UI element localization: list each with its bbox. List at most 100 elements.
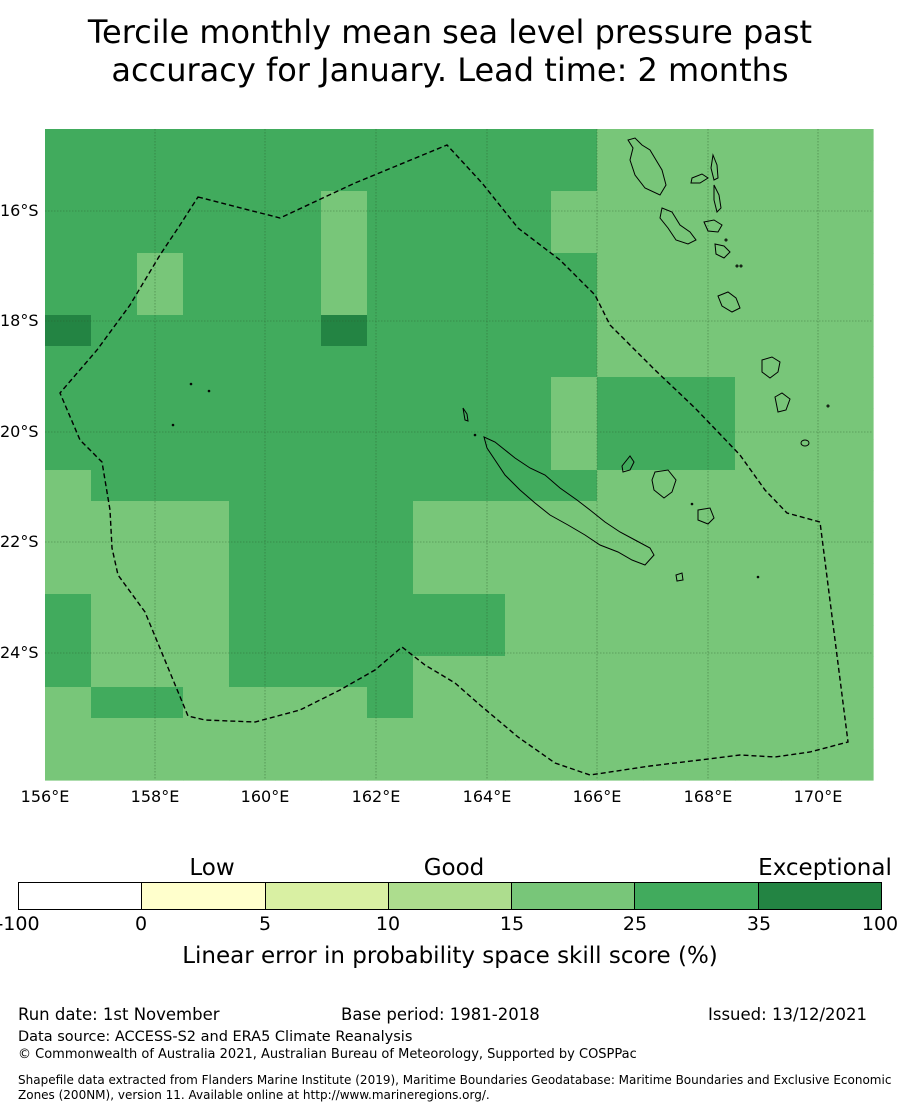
grid-cell <box>643 222 690 254</box>
grid-cell <box>689 563 736 595</box>
grid-cell <box>689 408 736 440</box>
grid-cell <box>137 377 184 409</box>
grid-cell <box>45 284 92 316</box>
issued-date: Issued: 13/12/2021 <box>708 1005 868 1024</box>
grid-cell <box>689 222 736 254</box>
grid-cell <box>597 625 644 657</box>
grid-cell <box>505 408 552 440</box>
grid-cell <box>459 315 506 347</box>
grid-cell <box>689 377 736 409</box>
grid-cell <box>367 718 414 750</box>
isle-of-pines-coast <box>675 572 684 582</box>
grid-cell <box>413 439 460 471</box>
colorbar-tick: -100 <box>0 913 40 935</box>
grid-cell <box>459 594 506 626</box>
colorbar-segment <box>635 883 759 909</box>
grid-cell <box>137 687 184 719</box>
colorbar-label: Linear error in probability space skill … <box>182 943 718 969</box>
grid-cell <box>413 222 460 254</box>
grid-cell <box>91 718 138 750</box>
grid-cell <box>321 377 368 409</box>
grid-cell <box>459 563 506 595</box>
grid-cell <box>735 346 782 378</box>
grid-cell <box>229 377 276 409</box>
grid-cell <box>505 532 552 564</box>
grid-cell <box>45 408 92 440</box>
grid-cell <box>183 377 230 409</box>
grid-cell <box>183 408 230 440</box>
grid-cell <box>413 470 460 502</box>
grid-cell <box>321 563 368 595</box>
grid-cell <box>45 129 92 161</box>
grid-cell <box>459 160 506 192</box>
grid-cell <box>413 594 460 626</box>
grid-cell <box>45 656 92 688</box>
lat-label-18s: 18°S <box>0 311 39 330</box>
grid-cell <box>689 470 736 502</box>
grid-cell <box>735 315 782 347</box>
loyalty-mare-coast <box>697 507 715 525</box>
grid-cell <box>597 594 644 626</box>
grid-cell <box>459 346 506 378</box>
grid-cell <box>827 563 874 595</box>
grid-cell <box>45 594 92 626</box>
grid-cell <box>551 160 598 192</box>
grid-cell <box>183 439 230 471</box>
colorbar-tick: 5 <box>258 913 272 935</box>
grid-cell <box>367 222 414 254</box>
grid-cell <box>275 563 322 595</box>
grid-cell <box>413 625 460 657</box>
grid-cell <box>643 408 690 440</box>
grid-cell <box>413 315 460 347</box>
grid-cell <box>275 160 322 192</box>
grid-cell <box>137 284 184 316</box>
grid-cell <box>689 501 736 533</box>
grid-cell <box>367 470 414 502</box>
grid-cell <box>275 594 322 626</box>
grid-cell <box>183 346 230 378</box>
grid-cell <box>45 718 92 750</box>
grid-cell <box>229 532 276 564</box>
grid-cell <box>735 191 782 223</box>
grid-cell <box>275 377 322 409</box>
grid-cell <box>505 625 552 657</box>
vanuatu-espiritu-santo-coast <box>627 137 667 196</box>
grid-cell <box>229 439 276 471</box>
grid-cell <box>137 346 184 378</box>
grid-cell <box>413 160 460 192</box>
colorbar-segment <box>758 883 881 909</box>
grid-cell <box>367 439 414 471</box>
category-exceptional: Exceptional <box>758 855 892 881</box>
grid-cell <box>781 625 828 657</box>
grid-cell <box>137 532 184 564</box>
grid-cell <box>137 222 184 254</box>
grid-cell <box>321 253 368 285</box>
grid-cell <box>45 470 92 502</box>
grid-cell <box>643 594 690 626</box>
grid-cell <box>597 408 644 440</box>
grid-cell <box>413 346 460 378</box>
grid-cell <box>275 656 322 688</box>
grid-cell <box>551 594 598 626</box>
grid-cell <box>735 501 782 533</box>
grid-cell <box>735 532 782 564</box>
grid-cell <box>413 563 460 595</box>
grid-cell <box>321 687 368 719</box>
grid-cell <box>275 346 322 378</box>
grid-cell <box>91 687 138 719</box>
grid-cell <box>367 687 414 719</box>
grid-cell <box>597 656 644 688</box>
grid-cell <box>229 191 276 223</box>
grid-cell <box>781 563 828 595</box>
chesterfield-islet <box>462 407 469 422</box>
grid-cell <box>459 656 506 688</box>
grid-cell <box>91 594 138 626</box>
lon-label-158e: 158°E <box>130 787 180 806</box>
lon-label-162e: 162°E <box>351 787 401 806</box>
grid-cell <box>505 718 552 750</box>
grid-cell <box>827 470 874 502</box>
skill-grid <box>45 129 874 781</box>
grid-cell <box>183 160 230 192</box>
grid-cell <box>367 656 414 688</box>
grid-cell <box>505 284 552 316</box>
